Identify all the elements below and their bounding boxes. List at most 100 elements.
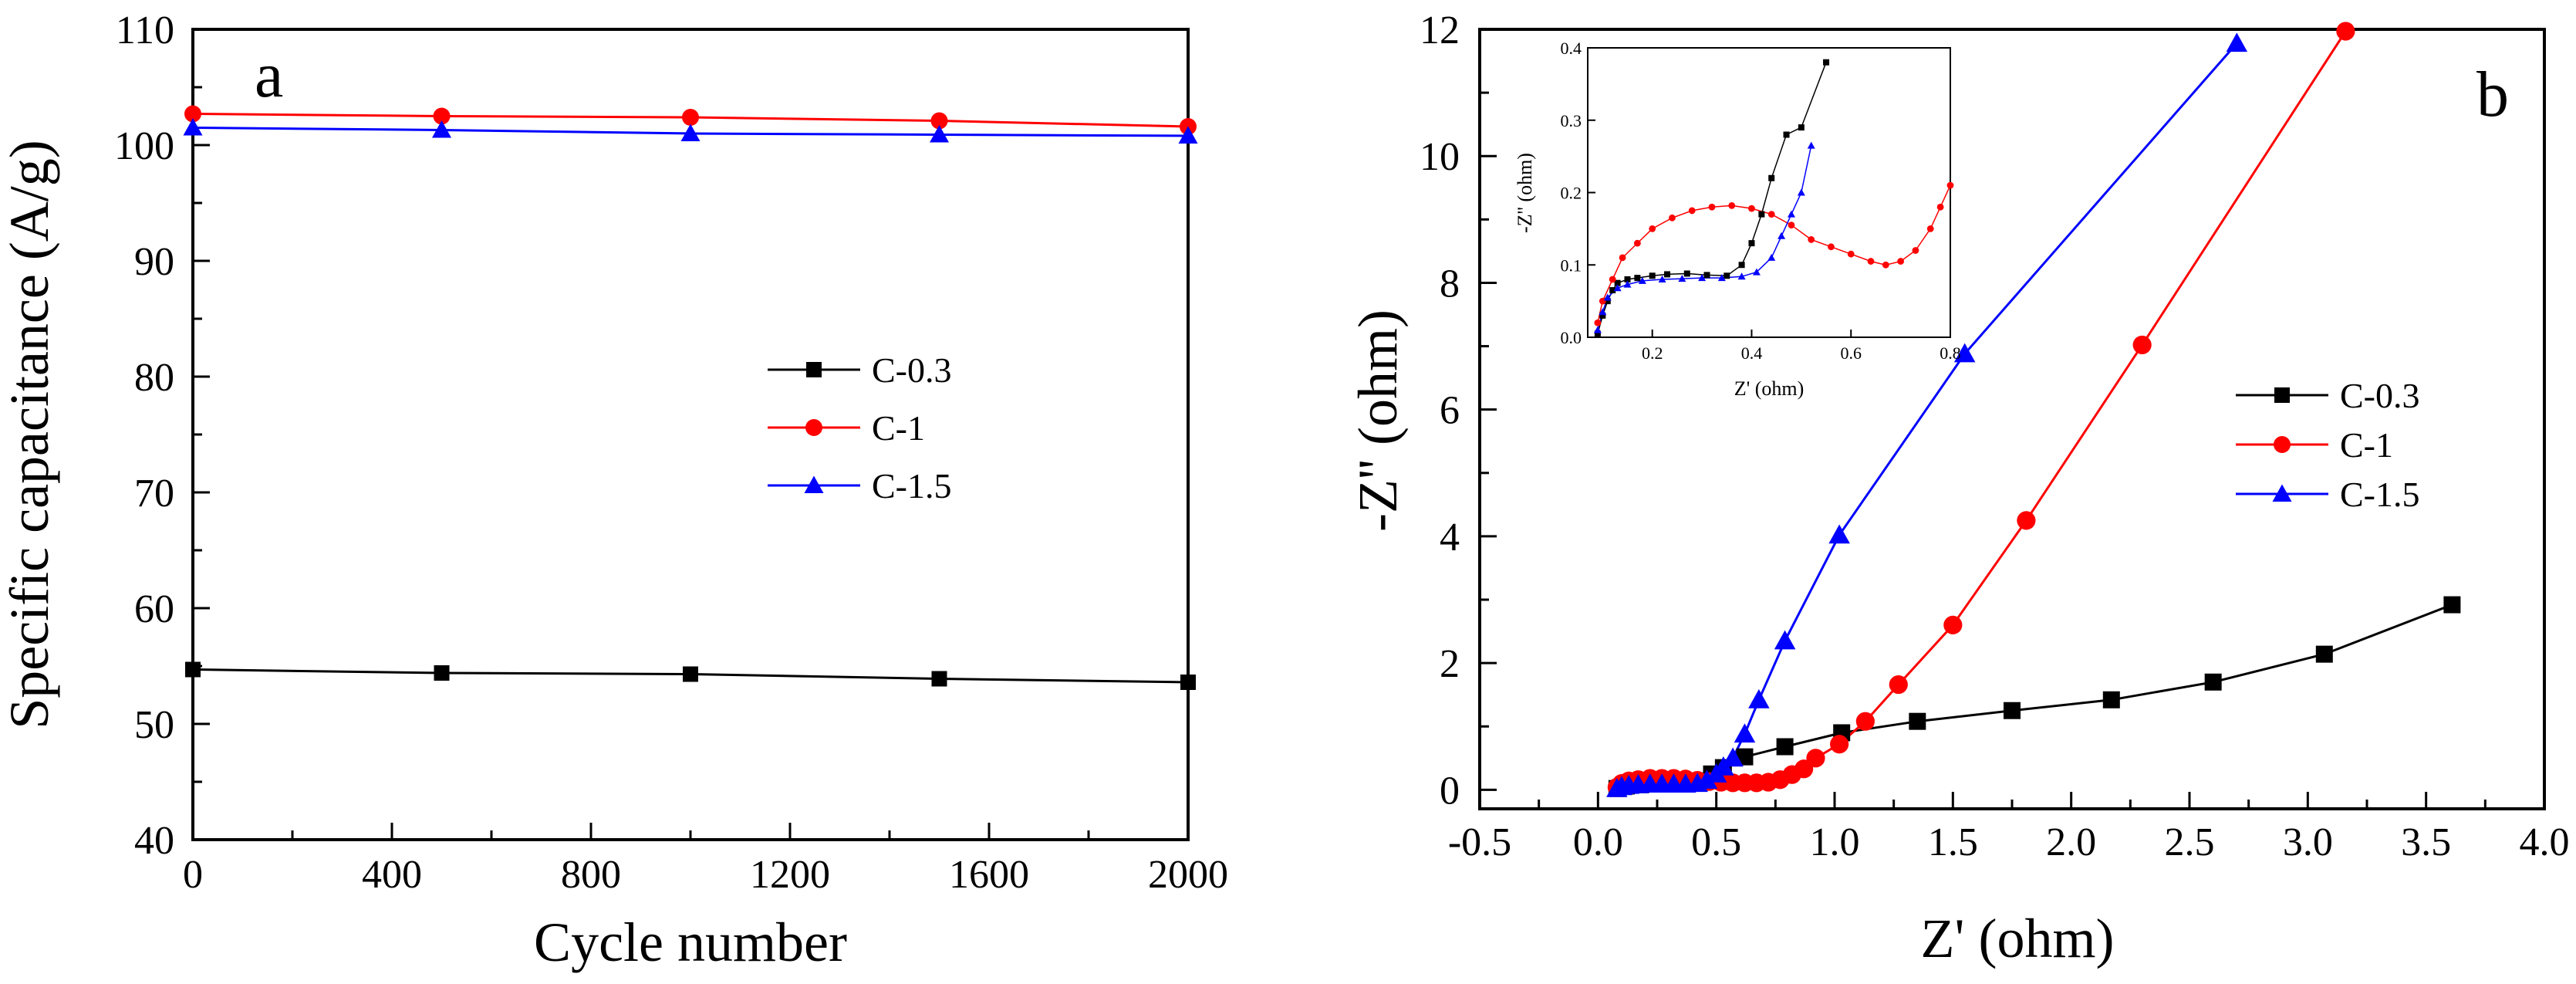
panel-b-marker-c-1: [1855, 712, 1875, 731]
panel-a-marker-c-1: [930, 112, 948, 130]
inset-background: [1588, 48, 1950, 337]
panel-a-y-tick-label: 100: [114, 124, 174, 168]
panel-b-marker-c-0-3: [2004, 702, 2021, 719]
inset-marker-c-1-5: [1778, 232, 1786, 239]
inset-marker-c-0-3: [1823, 59, 1830, 66]
inset-marker-c-1-5: [1599, 308, 1607, 316]
panel-a-marker-c-0-3: [683, 666, 698, 682]
inset-y-tick-label: 0.4: [1561, 39, 1582, 58]
panel-b-x-tick-label: 1.5: [1928, 820, 1978, 864]
inset-marker-c-1-5: [1593, 326, 1602, 333]
panel-a-x-tick-label: 1200: [750, 853, 830, 897]
inset-marker-c-1: [1936, 203, 1944, 211]
panel-b-marker-c-1-5: [1774, 630, 1796, 650]
panel-a-plot-frame: [191, 28, 1190, 841]
panel-b-marker-c-1: [2017, 511, 2036, 530]
inset-marker-c-1-5: [1767, 253, 1776, 261]
panel-b-chart: -0.5 0.0 0.5 1.0 1.5 2.0 2.5 3.0 3.5 4.0 0 2 4 6 8 10 12…: [1347, 8, 2570, 969]
panel-a-legend-label-c-1: C-1: [872, 408, 925, 448]
panel-b-y-tick-label: 12: [1420, 8, 1460, 52]
panel-b-x-tick-label: 1.0: [1810, 820, 1860, 864]
panel-a-marker-c-0-3: [434, 665, 450, 681]
inset-marker-c-0-3: [1683, 270, 1690, 277]
panel-b-y-tick-label: 6: [1440, 389, 1460, 433]
panel-a-legend-marker-c-1: [805, 419, 822, 436]
panel-b-y-tick-label: 4: [1440, 516, 1460, 560]
panel-b-x-tick-label: 4.0: [2520, 820, 2570, 864]
panel-a-ticks: 0 400 800 1200 1600 2000 40 50 60 70 80 90 100 110: [114, 8, 1228, 897]
panel-b-marker-c-0-3: [1776, 738, 1794, 756]
inset-x-axis-title: Z' (ohm): [1734, 377, 1805, 400]
inset-x-tick-label: 0.6: [1840, 343, 1862, 363]
panel-a-y-tick-label: 50: [134, 703, 174, 747]
panel-a-letter: a: [255, 39, 283, 111]
panel-a-legend-marker-c-0-3: [806, 362, 822, 377]
inset-marker-c-1-5: [1658, 276, 1666, 282]
inset-marker-c-0-3: [1594, 330, 1601, 337]
inset-marker-c-1: [1946, 181, 1954, 189]
inset-marker-c-1: [1609, 276, 1616, 283]
inset-marker-c-0-3: [1634, 275, 1641, 282]
inset-marker-c-1: [1594, 319, 1602, 326]
inset-marker-c-1-5: [1613, 284, 1622, 292]
panel-b-x-tick-label: 2.0: [2046, 820, 2096, 864]
panel-a-y-tick-label: 80: [134, 356, 174, 400]
panel-a-marker-c-0-3: [1180, 675, 1196, 690]
panel-a-series-markers: [183, 105, 1198, 690]
inset-marker-c-1: [1669, 214, 1676, 221]
panel-a-marker-c-1-5: [183, 118, 203, 136]
inset-marker-c-1: [1619, 254, 1626, 262]
panel-a-y-axis-title: Specific capacitance (A/g): [0, 140, 60, 729]
panel-a-marker-c-1: [433, 107, 451, 125]
inset-marker-c-0-3: [1624, 276, 1631, 282]
inset-marker-c-1: [1808, 236, 1815, 243]
inset-marker-c-0-3: [1758, 211, 1765, 218]
inset-y-axis-title: -Z'' (ohm): [1514, 153, 1536, 233]
panel-b-marker-c-0-3: [2102, 691, 2120, 708]
panel-a-marker-c-1-5: [680, 123, 701, 141]
panel-b-marker-c-1: [1806, 749, 1825, 768]
panel-b-marker-c-0-3: [2443, 596, 2461, 614]
inset-ticks: 0.2 0.4 0.6 0.8 0.0 0.1 0.2 0.3 0.4: [1561, 39, 1961, 363]
panel-a-marker-c-0-3: [185, 661, 201, 678]
panel-a-marker-c-1-5: [1178, 126, 1198, 144]
inset-marker-c-1-5: [1603, 293, 1612, 301]
inset-marker-c-1: [1649, 225, 1656, 232]
panel-a-x-tick-label: 800: [561, 853, 621, 897]
panel-b-marker-c-0-3: [1736, 748, 1754, 766]
panel-b-y-tick-label: 10: [1420, 135, 1460, 179]
panel-a-y-tick-label: 110: [116, 8, 174, 52]
inset-marker-c-0-3: [1738, 262, 1745, 269]
panel-a-x-axis-title: Cycle number: [534, 911, 847, 973]
inset-y-tick-label: 0.2: [1561, 184, 1582, 203]
inset-marker-c-1: [1767, 211, 1775, 218]
panel-a-marker-c-0-3: [931, 671, 947, 687]
inset-marker-c-1: [1828, 243, 1835, 251]
inset-marker-c-1: [1912, 247, 1919, 254]
inset-marker-c-1: [1708, 203, 1716, 211]
panel-a-x-tick-label: 2000: [1148, 853, 1228, 897]
inset-marker-c-1: [1847, 250, 1855, 258]
panel-b-marker-c-1: [1794, 759, 1814, 779]
inset-marker-c-0-3: [1614, 279, 1621, 286]
panel-b-inset-chart: 0.2 0.4 0.6 0.8 0.0 0.1 0.2 0.3 0.4 Z' (ohm) -Z'…: [1514, 39, 1961, 400]
panel-a-x-tick-label: 0: [183, 853, 203, 897]
panel-b-marker-c-1-5: [1696, 769, 1718, 790]
inset-marker-c-0-3: [1748, 240, 1755, 247]
panel-b-ticks: -0.5 0.0 0.5 1.0 1.5 2.0 2.5 3.0 3.5 4.0 0 2 4 6 8 10 12: [1420, 8, 2570, 864]
inset-marker-c-0-3: [1783, 131, 1790, 138]
inset-marker-c-1: [1748, 205, 1755, 212]
panel-a-marker-c-1: [184, 105, 201, 123]
panel-a-legend-label-c-0-3: C-0.3: [872, 350, 952, 390]
panel-b-marker-c-1: [1889, 675, 1908, 695]
panel-b-legend-marker-c-1: [2274, 436, 2291, 453]
panel-b-y-tick-label: 8: [1440, 262, 1460, 306]
panel-a-y-tick-label: 60: [134, 587, 174, 631]
inset-marker-c-1: [1599, 297, 1606, 305]
inset-marker-c-1-5: [1787, 210, 1795, 218]
inset-marker-c-1-5: [1807, 141, 1815, 149]
panel-b-x-tick-label: 2.5: [2165, 820, 2215, 864]
inset-marker-c-1: [1788, 221, 1795, 229]
inset-marker-c-0-3: [1664, 271, 1671, 278]
